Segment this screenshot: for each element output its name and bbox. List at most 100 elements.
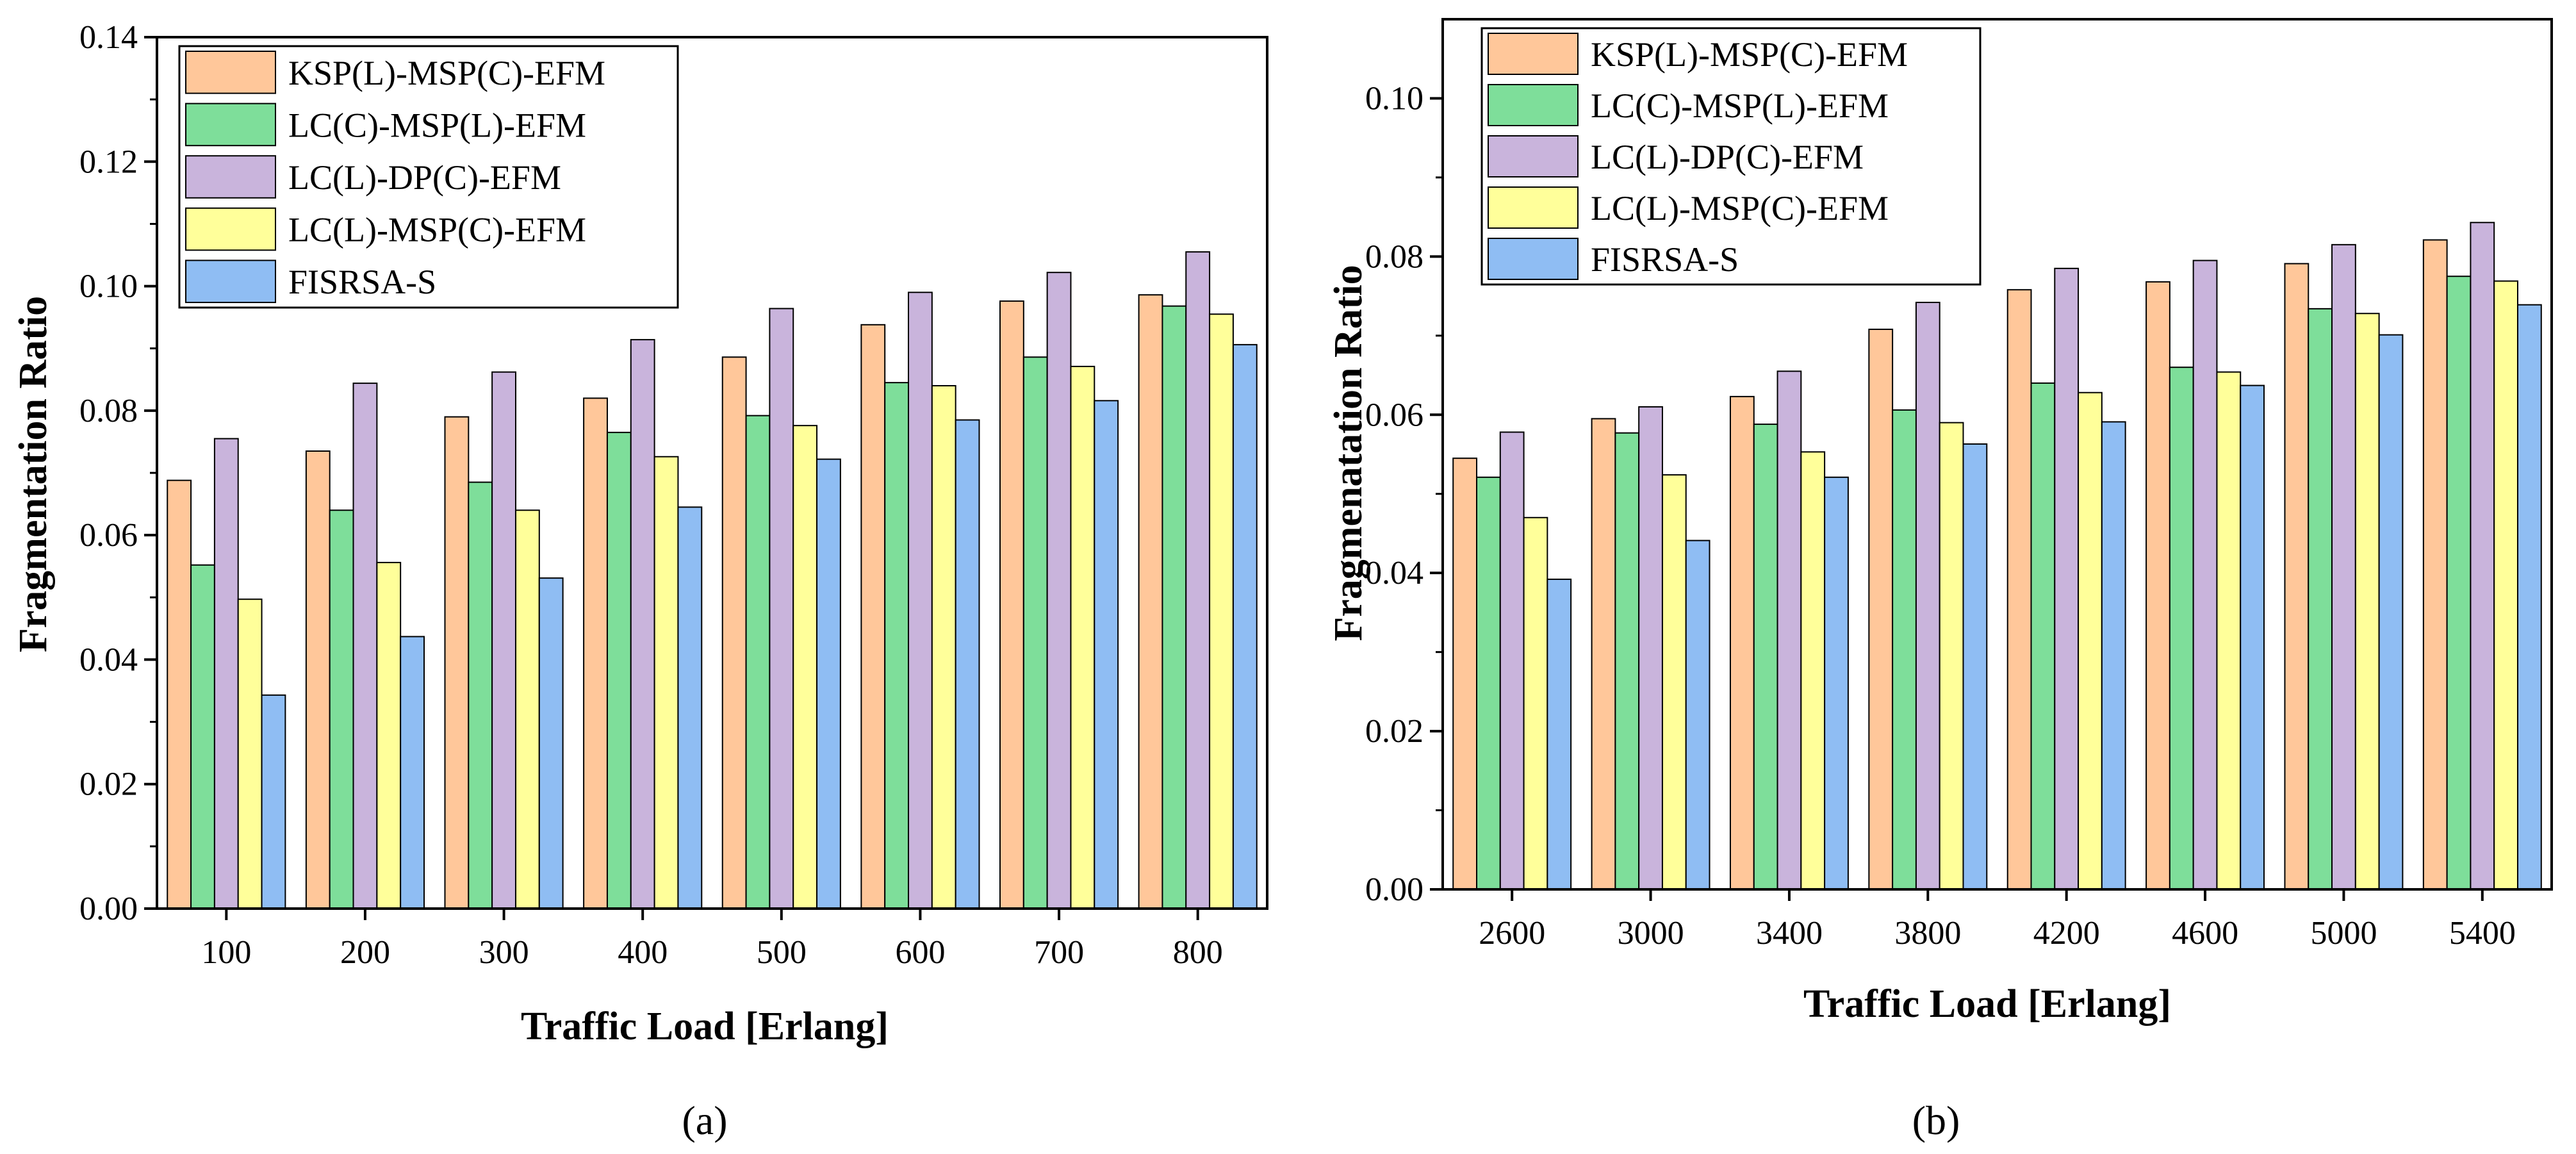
legend-b: KSP(L)-MSP(C)-EFM LC(C)-MSP(L)-EFM LC(L)-D… (1481, 27, 1981, 286)
bar-b-s1-c2 (1753, 424, 1778, 890)
bar-b-s2-c5 (2192, 260, 2218, 890)
x-tick-label-b-5: 4600 (2172, 915, 2238, 952)
bar-b-s3-c5 (2216, 371, 2242, 890)
legend-swatch-b-3 (1488, 186, 1579, 229)
bar-a-s1-c7 (1161, 305, 1187, 909)
bar-a-s4-c4 (816, 458, 841, 909)
legend-label-b-1: LC(C)-MSP(L)-EFM (1591, 87, 1889, 125)
chart-panel-b: 2600 3000 3400 3800 4200 4600 5000 5400 0.00 0.02… (1327, 18, 2553, 1143)
bar-a-s3-c7 (1209, 313, 1234, 909)
x-tick-label-a-2: 300 (479, 934, 529, 971)
legend-label-a-1: LC(C)-MSP(L)-EFM (288, 106, 586, 144)
x-axis-title-b: Traffic Load [Erlang] (1803, 982, 2171, 1026)
x-tick-label-b-4: 4200 (2033, 915, 2100, 952)
bar-a-s0-c2 (444, 416, 470, 909)
bar-b-s4-c3 (1962, 443, 1988, 890)
chart-panel-a: 100 200 300 400 500 600 700 800 0.00 0.02 0.04 0.06… (12, 19, 1268, 1143)
bar-a-s2-c5 (908, 292, 933, 909)
y-tick-label-a-6: 0.12 (79, 144, 138, 180)
bar-a-s4-c5 (955, 419, 980, 909)
bar-a-s3-c1 (376, 561, 402, 909)
x-tick-label-a-7: 800 (1173, 934, 1223, 971)
y-tick-label-b-4: 0.08 (1365, 238, 1423, 275)
bar-b-s4-c5 (2240, 384, 2265, 890)
bar-a-s0-c4 (721, 356, 747, 909)
bar-a-s0-c7 (1138, 294, 1163, 909)
bar-b-s4-c0 (1546, 579, 1572, 890)
x-tick-label-a-1: 200 (340, 934, 390, 971)
x-tick-label-a-5: 600 (895, 934, 945, 971)
bar-a-s4-c3 (677, 506, 703, 909)
bar-a-s4-c6 (1094, 400, 1119, 909)
bar-a-s2-c0 (213, 438, 239, 909)
bar-a-s3-c0 (237, 598, 263, 909)
legend-label-a-3: LC(L)-MSP(C)-EFM (288, 211, 586, 249)
x-tick-label-a-3: 400 (618, 934, 668, 971)
y-tick-label-a-2: 0.04 (79, 641, 138, 678)
y-tick-label-b-0: 0.00 (1365, 871, 1423, 908)
bar-b-s2-c0 (1499, 431, 1525, 890)
panel-label-b: (b) (1912, 1098, 1960, 1143)
bar-a-s0-c5 (860, 324, 886, 909)
bar-a-s4-c2 (538, 577, 564, 909)
bar-b-s2-c3 (1915, 301, 1940, 890)
bar-a-s2-c4 (769, 308, 794, 909)
bar-b-s3-c6 (2354, 313, 2380, 890)
bar-b-s3-c0 (1523, 516, 1548, 890)
legend-swatch-b-1 (1488, 84, 1579, 126)
y-tick-label-b-2: 0.04 (1365, 555, 1423, 591)
legend-label-b-3: LC(L)-MSP(C)-EFM (1591, 189, 1889, 227)
y-axis-title-a: Fragmentation Ratio (12, 296, 55, 652)
bar-b-s2-c4 (2054, 267, 2080, 890)
bar-a-s1-c3 (606, 431, 632, 909)
legend-label-b-2: LC(L)-DP(C)-EFM (1591, 138, 1864, 176)
bar-a-s3-c5 (931, 385, 956, 909)
legend-swatch-a-2 (185, 155, 276, 199)
x-tick-label-a-4: 500 (757, 934, 807, 971)
legend-label-a-2: LC(L)-DP(C)-EFM (288, 158, 561, 197)
bar-b-s1-c1 (1614, 432, 1640, 890)
y-tick-label-a-4: 0.08 (79, 393, 138, 429)
bars-group-b (1452, 222, 2542, 891)
bar-a-s1-c4 (745, 415, 771, 909)
legend-swatch-b-2 (1488, 135, 1579, 177)
bars-group-a (167, 251, 1258, 910)
bar-a-s4-c1 (400, 636, 425, 909)
bar-b-s1-c5 (2169, 367, 2194, 890)
bar-a-s0-c0 (167, 479, 192, 909)
panel-label-a: (a) (682, 1098, 727, 1143)
bar-b-s0-c7 (2422, 239, 2448, 890)
bar-a-s2-c7 (1185, 251, 1211, 910)
bar-b-s2-c2 (1776, 370, 1802, 890)
y-axis-title-b: Fragmenatation Ratio (1327, 265, 1370, 641)
legend-swatch-a-0 (185, 51, 276, 94)
legend-swatch-b-4 (1488, 238, 1579, 280)
bar-b-s2-c6 (2331, 243, 2356, 890)
y-tick-label-b-3: 0.06 (1365, 397, 1423, 433)
y-tick-label-a-0: 0.00 (79, 891, 138, 927)
axes-b: 2600 3000 3400 3800 4200 4600 5000 5400 0.00 0.02… (1365, 80, 2516, 952)
bar-b-s0-c1 (1591, 418, 1616, 890)
bar-b-s4-c4 (2101, 421, 2126, 890)
y-tick-label-b-1: 0.02 (1365, 713, 1423, 750)
x-tick-label-a-0: 100 (201, 934, 251, 971)
bar-a-s2-c2 (491, 371, 516, 909)
bar-b-s1-c0 (1476, 476, 1501, 890)
bar-a-s1-c2 (468, 481, 493, 909)
x-tick-label-a-6: 700 (1034, 934, 1084, 971)
bar-a-s3-c4 (792, 425, 818, 909)
bar-a-s3-c6 (1070, 365, 1095, 909)
plot-frame-b (1441, 18, 2553, 891)
bar-b-s2-c7 (2470, 222, 2495, 890)
x-axis-title-a: Traffic Load [Erlang] (521, 1005, 889, 1048)
y-tick-label-b-5: 0.10 (1365, 80, 1423, 117)
legend-label-b-4: FISRSA-S (1591, 240, 1739, 279)
bar-b-s3-c4 (2078, 392, 2103, 890)
legend-label-b-0: KSP(L)-MSP(C)-EFM (1591, 35, 1908, 74)
bar-a-s0-c6 (999, 300, 1024, 909)
y-tick-label-a-7: 0.14 (79, 19, 138, 56)
legend-swatch-a-3 (185, 207, 276, 251)
legend-swatch-a-1 (185, 103, 276, 147)
bar-a-s2-c6 (1046, 272, 1072, 909)
